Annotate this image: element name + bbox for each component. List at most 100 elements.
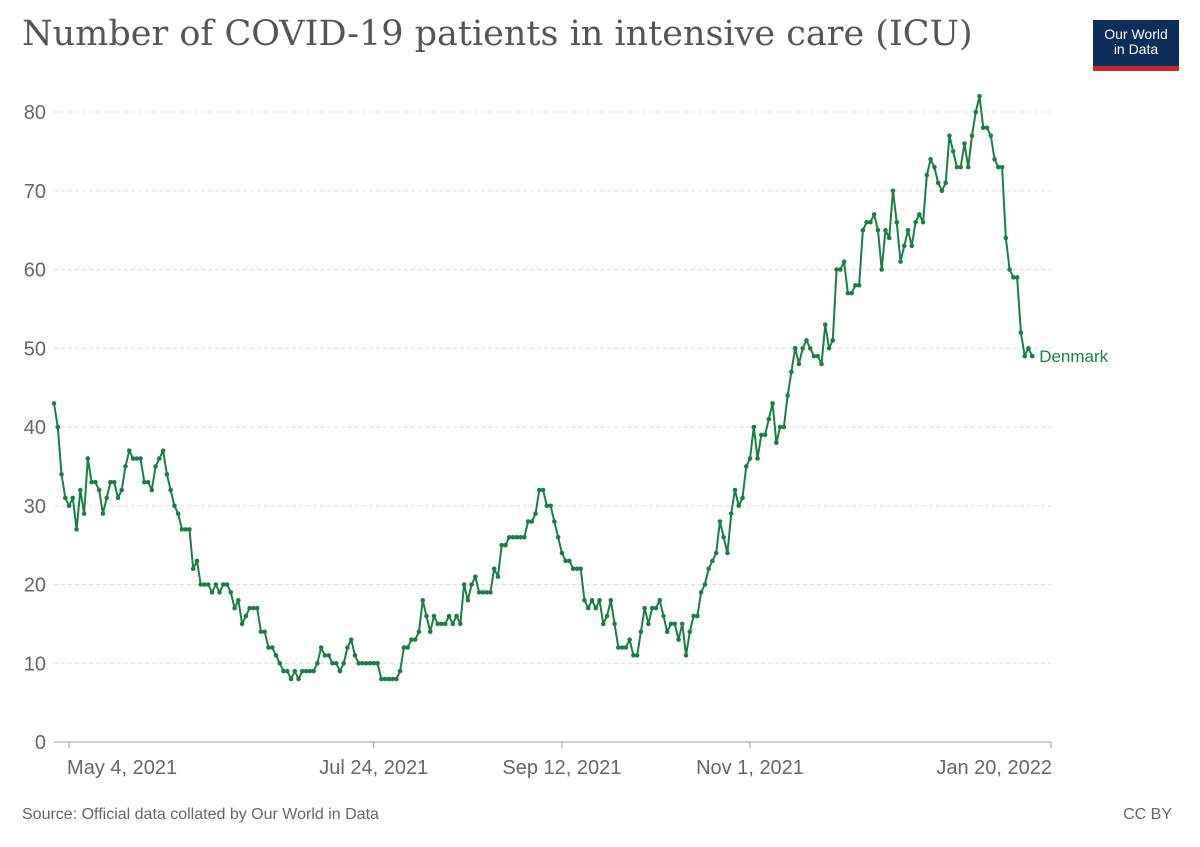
data-point[interactable] [728, 511, 734, 516]
data-point[interactable] [766, 416, 772, 422]
data-point[interactable] [424, 613, 429, 619]
data-point[interactable] [495, 574, 501, 579]
data-point[interactable] [585, 605, 591, 611]
data-point[interactable] [315, 660, 320, 666]
license-link[interactable]: CC BY [1123, 806, 1172, 823]
data-point[interactable] [743, 464, 749, 469]
data-point[interactable] [713, 550, 719, 556]
data-point[interactable] [935, 180, 941, 186]
data-point[interactable] [822, 322, 828, 327]
data-point[interactable] [785, 393, 790, 398]
data-point[interactable] [409, 637, 414, 642]
data-point[interactable] [450, 621, 456, 627]
data-point[interactable] [119, 487, 125, 493]
data-point[interactable] [356, 660, 362, 666]
data-point[interactable] [860, 227, 866, 233]
data-point[interactable] [175, 511, 181, 516]
data-point[interactable] [710, 558, 715, 564]
data-point[interactable] [337, 668, 343, 674]
data-point[interactable] [318, 645, 324, 650]
data-point[interactable] [164, 471, 170, 477]
data-point[interactable] [653, 605, 659, 611]
data-point[interactable] [759, 432, 764, 438]
data-point[interactable] [1003, 235, 1009, 241]
data-point[interactable] [93, 479, 98, 485]
data-point[interactable] [638, 629, 644, 635]
data-point[interactable] [1011, 275, 1016, 280]
data-point[interactable] [796, 361, 802, 367]
data-point[interactable] [725, 550, 730, 556]
data-point[interactable] [371, 660, 377, 666]
data-point[interactable] [800, 345, 805, 351]
data-point[interactable] [292, 668, 298, 674]
data-point[interactable] [570, 566, 576, 572]
data-point[interactable] [597, 597, 602, 603]
data-point[interactable] [284, 668, 290, 674]
data-point[interactable] [397, 668, 403, 674]
data-point[interactable] [130, 456, 136, 461]
data-point[interactable] [401, 645, 407, 650]
data-point[interactable] [506, 534, 512, 540]
data-point[interactable] [962, 141, 967, 146]
data-point[interactable] [849, 290, 854, 296]
data-point[interactable] [266, 645, 271, 650]
data-point[interactable] [634, 653, 640, 658]
data-point[interactable] [661, 613, 666, 619]
data-point[interactable] [420, 597, 426, 603]
data-point[interactable] [913, 219, 918, 225]
data-point[interactable] [1029, 353, 1035, 359]
data-point[interactable] [85, 456, 91, 461]
data-point[interactable] [55, 424, 61, 430]
data-point[interactable] [296, 676, 301, 682]
data-point[interactable] [747, 456, 753, 461]
data-point[interactable] [619, 645, 625, 650]
data-point[interactable] [198, 582, 204, 587]
data-point[interactable] [612, 621, 617, 627]
data-point[interactable] [303, 668, 309, 674]
data-point[interactable] [134, 456, 140, 461]
data-point[interactable] [533, 511, 538, 516]
data-point[interactable] [999, 164, 1005, 170]
data-point[interactable] [958, 164, 964, 170]
data-point[interactable] [221, 582, 226, 587]
data-point[interactable] [518, 534, 523, 540]
data-point[interactable] [243, 613, 249, 619]
data-point[interactable] [491, 566, 497, 572]
data-point[interactable] [717, 519, 723, 524]
data-point[interactable] [680, 621, 685, 627]
data-point[interactable] [254, 605, 260, 611]
data-point[interactable] [920, 219, 926, 225]
data-point[interactable] [834, 267, 839, 272]
data-point[interactable] [348, 637, 354, 642]
data-point[interactable] [996, 164, 1001, 170]
data-point[interactable] [224, 582, 230, 587]
data-point[interactable] [582, 597, 587, 603]
data-point[interactable] [819, 361, 824, 367]
data-point[interactable] [1018, 330, 1024, 335]
data-point[interactable] [980, 125, 986, 131]
data-point[interactable] [668, 621, 674, 627]
data-point[interactable] [269, 645, 275, 650]
data-point[interactable] [326, 653, 331, 658]
data-point[interactable] [427, 629, 433, 635]
data-point[interactable] [205, 582, 211, 587]
data-point[interactable] [145, 479, 151, 485]
data-point[interactable] [126, 448, 132, 453]
data-point[interactable] [537, 487, 542, 493]
data-point[interactable] [969, 133, 975, 138]
data-point[interactable] [886, 235, 892, 241]
data-point[interactable] [838, 267, 843, 272]
data-point[interactable] [499, 542, 505, 548]
data-point[interactable] [333, 660, 339, 666]
data-point[interactable] [672, 621, 678, 627]
data-point[interactable] [251, 605, 256, 611]
data-point[interactable] [992, 156, 997, 162]
data-point[interactable] [917, 212, 922, 217]
data-point[interactable] [781, 424, 787, 430]
data-point[interactable] [642, 605, 647, 611]
data-point[interactable] [627, 637, 632, 642]
data-point[interactable] [62, 495, 68, 501]
data-point[interactable] [977, 93, 982, 99]
data-point[interactable] [51, 401, 57, 406]
data-point[interactable] [770, 401, 775, 406]
